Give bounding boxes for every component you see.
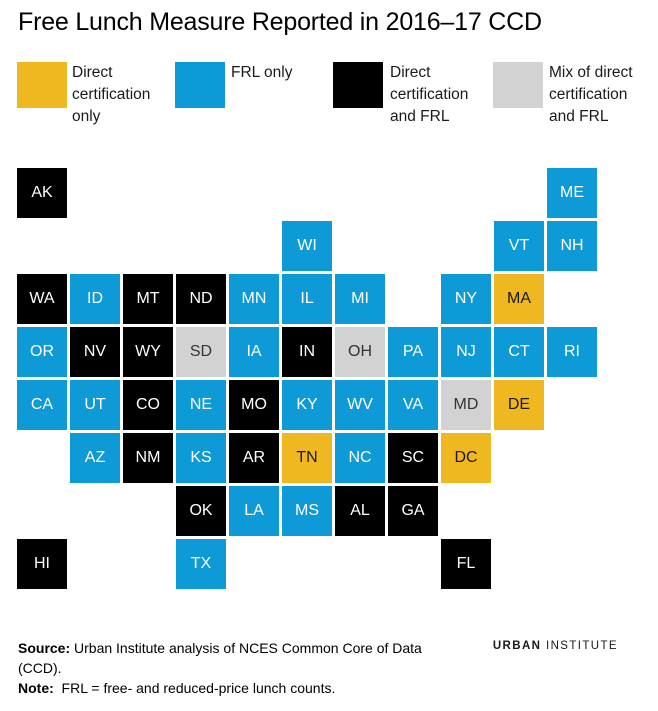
state-tile-mo: MO <box>229 380 279 430</box>
state-tile-ks: KS <box>176 433 226 483</box>
brand-part1: URBAN <box>492 640 542 652</box>
state-tile-mt: MT <box>123 274 173 324</box>
legend-swatch-frl <box>175 62 225 108</box>
state-tile-de: DE <box>494 380 544 430</box>
state-tile-me: ME <box>547 168 597 218</box>
state-tile-nv: NV <box>70 327 120 377</box>
state-tile-wy: WY <box>123 327 173 377</box>
legend-swatch-both <box>333 62 383 108</box>
state-tile-ma: MA <box>494 274 544 324</box>
state-tile-il: IL <box>282 274 332 324</box>
state-tile-az: AZ <box>70 433 120 483</box>
legend-swatch-mix <box>493 62 543 108</box>
state-tile-md: MD <box>441 380 491 430</box>
state-tile-ok: OK <box>176 486 226 536</box>
state-tile-nh: NH <box>547 221 597 271</box>
note-label: Note: <box>18 680 54 696</box>
state-tile-co: CO <box>123 380 173 430</box>
state-tile-ar: AR <box>229 433 279 483</box>
urban-institute-logo: URBAN INSTITUTE <box>493 640 618 652</box>
state-tile-ky: KY <box>282 380 332 430</box>
state-tile-nd: ND <box>176 274 226 324</box>
source-line: Source: Urban Institute analysis of NCES… <box>18 638 438 678</box>
legend-label-direct: Direct certification only <box>72 64 151 125</box>
state-tile-hi: HI <box>17 539 67 589</box>
state-tile-ga: GA <box>388 486 438 536</box>
state-tile-nc: NC <box>335 433 385 483</box>
chart-title: Free Lunch Measure Reported in 2016–17 C… <box>18 8 542 36</box>
state-tile-wv: WV <box>335 380 385 430</box>
state-tile-ne: NE <box>176 380 226 430</box>
source-label: Source: <box>18 640 71 656</box>
state-tile-or: OR <box>17 327 67 377</box>
state-tile-la: LA <box>229 486 279 536</box>
state-tile-fl: FL <box>441 539 491 589</box>
legend-label-both: Direct certification and FRL <box>390 64 469 125</box>
note-text: FRL = free- and reduced-price lunch coun… <box>53 680 336 696</box>
state-tile-wa: WA <box>17 274 67 324</box>
state-tile-mi: MI <box>335 274 385 324</box>
state-tile-ms: MS <box>282 486 332 536</box>
note-line: Note: FRL = free- and reduced-price lunc… <box>18 678 438 698</box>
state-tile-al: AL <box>335 486 385 536</box>
state-tile-ri: RI <box>547 327 597 377</box>
footer: Source: Urban Institute analysis of NCES… <box>18 638 438 698</box>
state-tile-sd: SD <box>176 327 226 377</box>
state-tile-ct: CT <box>494 327 544 377</box>
state-tile-tx: TX <box>176 539 226 589</box>
state-tile-sc: SC <box>388 433 438 483</box>
state-tile-tn: TN <box>282 433 332 483</box>
state-tile-oh: OH <box>335 327 385 377</box>
state-tile-dc: DC <box>441 433 491 483</box>
state-tile-mn: MN <box>229 274 279 324</box>
legend-label-mix: Mix of direct certification and FRL <box>549 64 633 125</box>
state-tile-nm: NM <box>123 433 173 483</box>
state-tile-ca: CA <box>17 380 67 430</box>
state-tile-va: VA <box>388 380 438 430</box>
state-tile-ia: IA <box>229 327 279 377</box>
state-tile-in: IN <box>282 327 332 377</box>
source-text: Urban Institute analysis of NCES Common … <box>18 640 422 676</box>
state-tile-ut: UT <box>70 380 120 430</box>
brand-part2: INSTITUTE <box>541 640 618 652</box>
state-tile-vt: VT <box>494 221 544 271</box>
state-tile-wi: WI <box>282 221 332 271</box>
legend-label-frl: FRL only <box>231 64 293 81</box>
state-tile-ak: AK <box>17 168 67 218</box>
state-tile-id: ID <box>70 274 120 324</box>
state-tile-nj: NJ <box>441 327 491 377</box>
legend-swatch-direct <box>17 62 67 108</box>
state-tile-ny: NY <box>441 274 491 324</box>
state-tile-pa: PA <box>388 327 438 377</box>
